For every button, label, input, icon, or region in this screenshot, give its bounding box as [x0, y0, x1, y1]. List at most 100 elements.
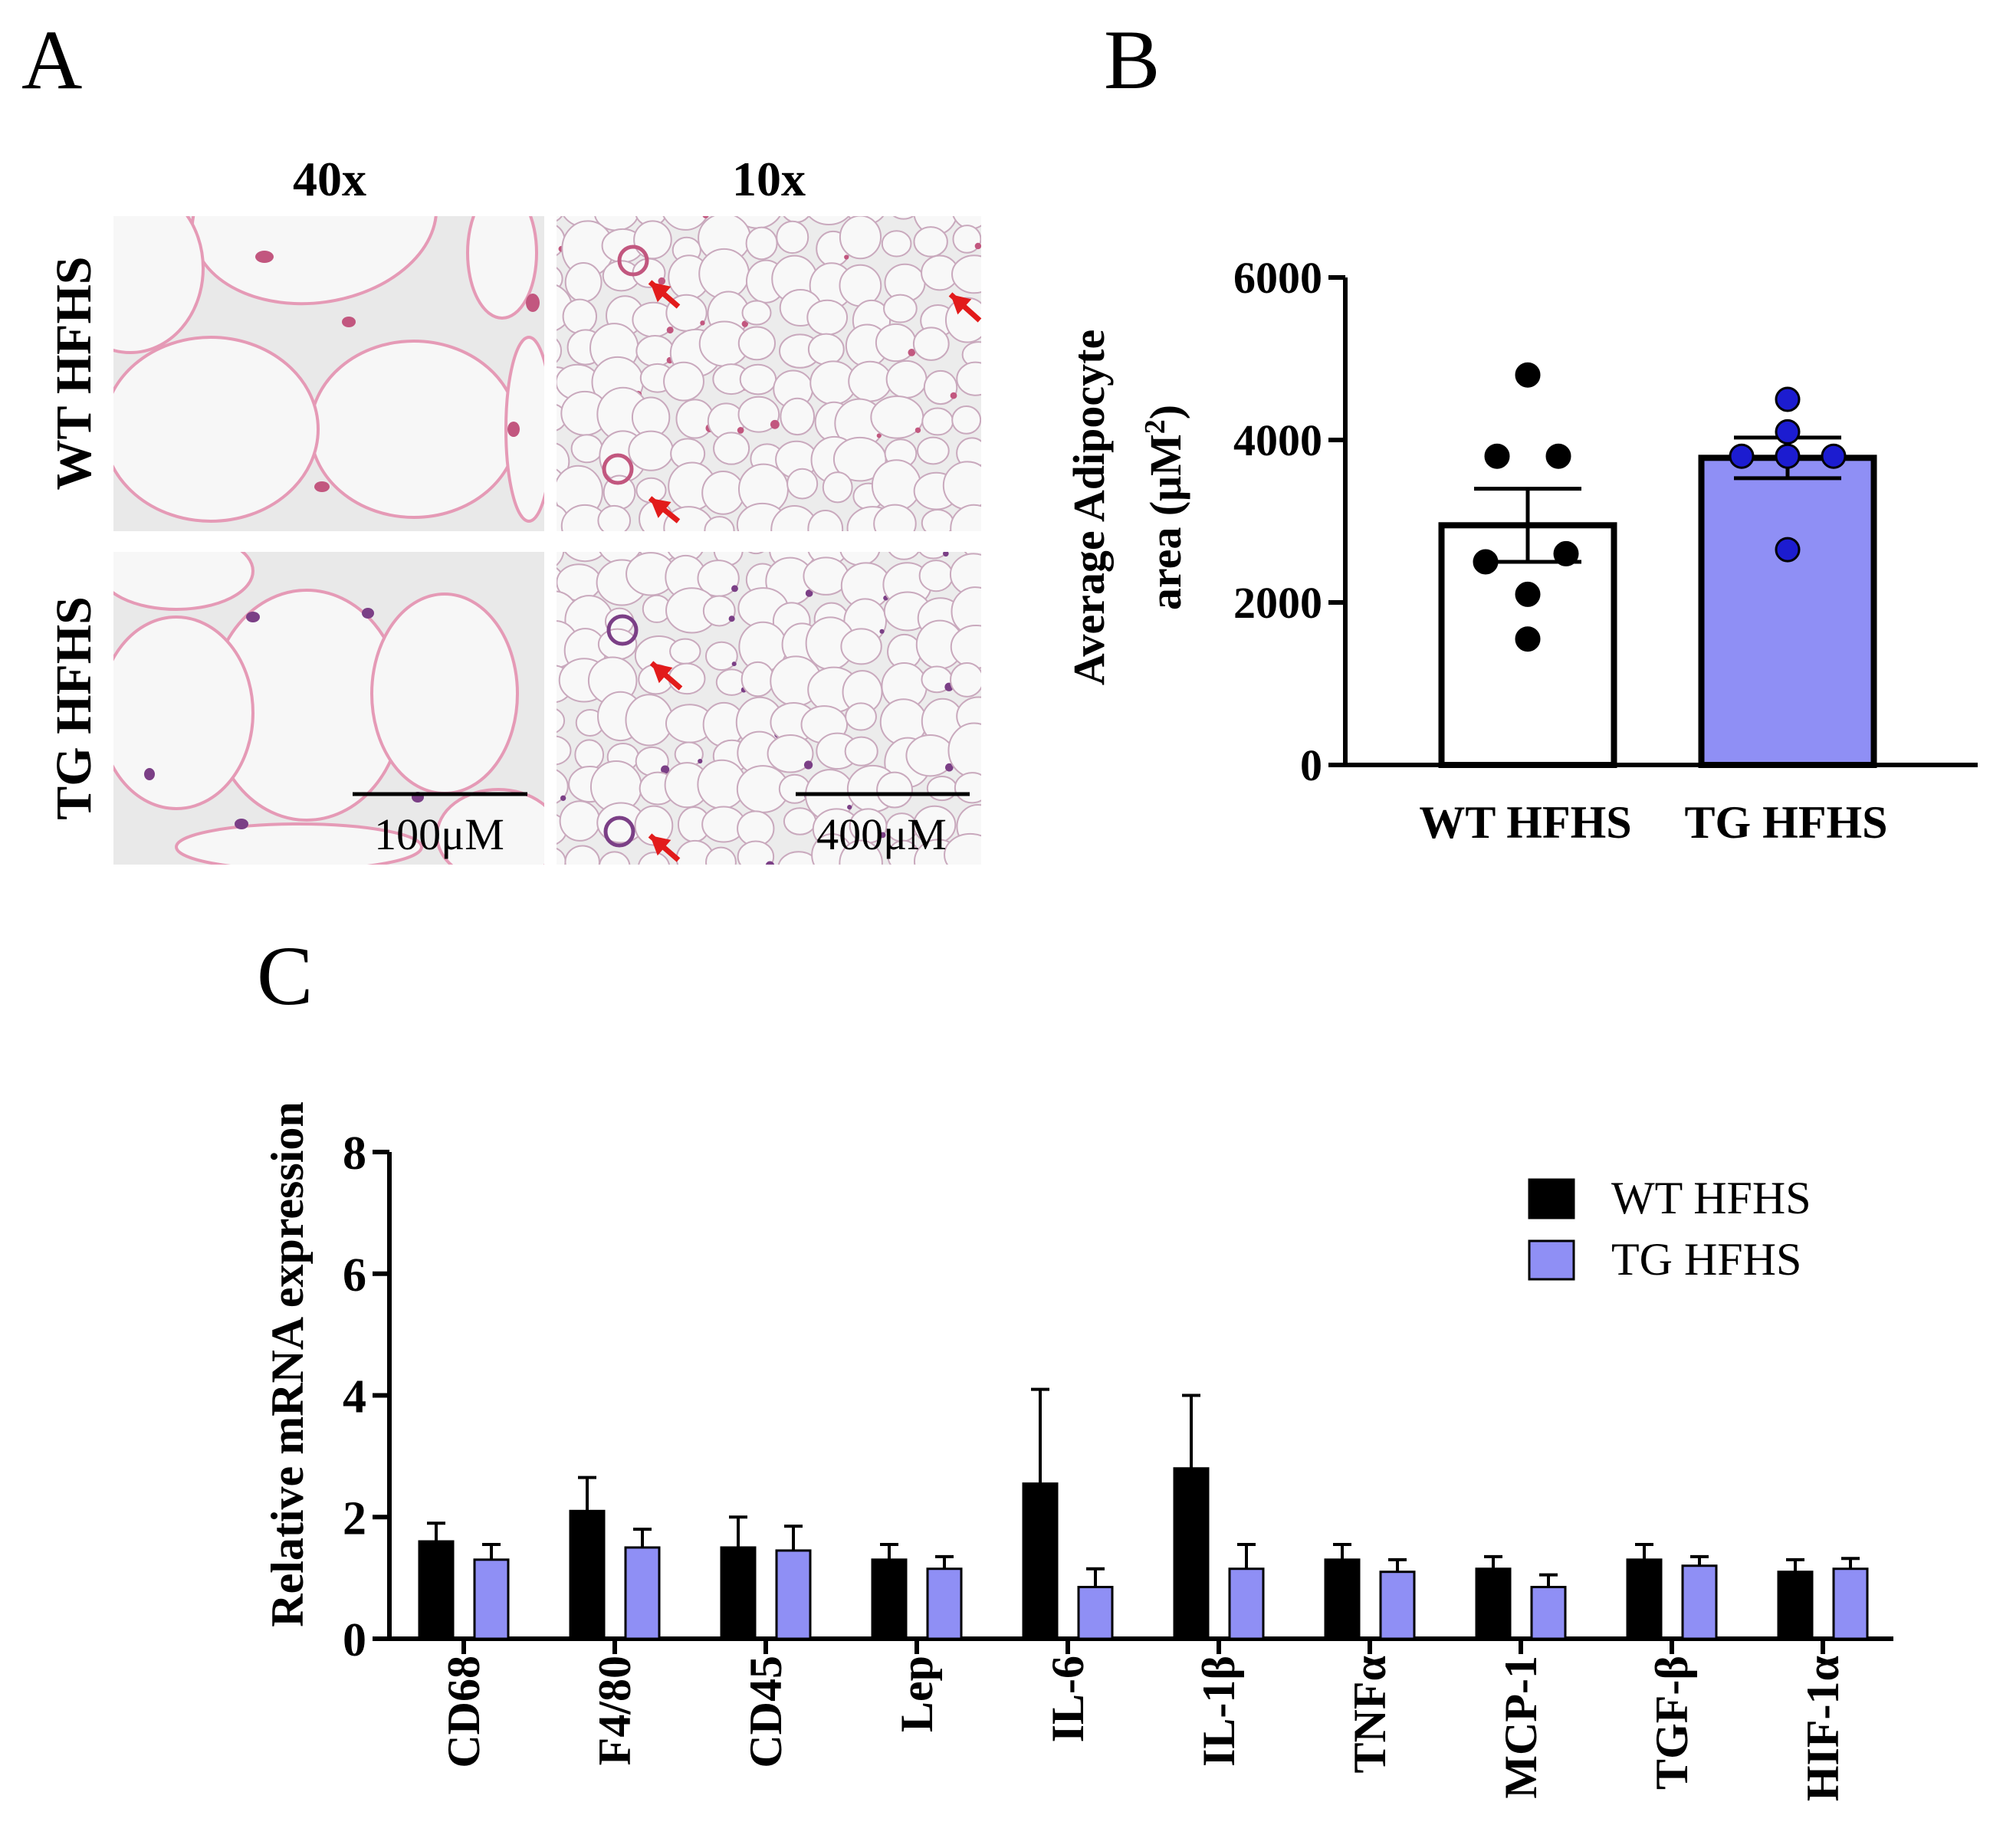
adipocyte-cell — [806, 299, 849, 336]
chart-b-point — [1473, 549, 1499, 575]
chart-c-bar — [624, 1546, 661, 1640]
nucleus-dot — [700, 320, 705, 326]
adipocyte-cell — [881, 230, 912, 258]
nucleus-dot — [990, 759, 999, 767]
adipocyte-cell — [956, 361, 981, 396]
nucleus-dot — [988, 282, 995, 289]
adipocyte-cell — [701, 470, 745, 515]
chart-b-point — [1515, 581, 1541, 607]
adipocyte-cell — [807, 333, 845, 366]
red-arrow-head — [951, 294, 972, 315]
nucleus-dot — [805, 589, 813, 597]
nucleus-dot — [763, 543, 770, 550]
nucleus-dot — [704, 536, 713, 545]
adipocyte-cell — [597, 504, 632, 531]
adipocyte-cell — [888, 552, 920, 560]
chart-c-bar — [926, 1567, 963, 1640]
chart-b-bar — [1698, 455, 1877, 768]
adipocyte-cell — [918, 552, 948, 560]
nucleus-dot — [702, 216, 709, 218]
chart-b-point — [1515, 626, 1541, 652]
nucleus-dot — [992, 724, 1000, 731]
nucleus-dot — [661, 765, 670, 774]
chart-c-xtick-label: Lep — [891, 1656, 942, 1732]
chart-c-ytick-label: 0 — [343, 1614, 366, 1666]
chart-c-bar — [569, 1509, 606, 1640]
red-arrow-head — [650, 835, 671, 856]
chart-c-bar — [1626, 1558, 1663, 1640]
adipocyte-cell — [844, 736, 878, 766]
adipocyte-cell — [698, 248, 750, 300]
chart-c-bar — [1022, 1482, 1059, 1640]
row-header-wt: WT HFHS — [46, 256, 102, 490]
adipocyte-cell — [944, 297, 981, 343]
nucleus-dot — [908, 349, 916, 356]
chart-c-bar — [1475, 1567, 1512, 1640]
adipocyte-cell — [783, 807, 817, 835]
adipocyte-cell — [883, 294, 918, 323]
crown-like-structure — [603, 816, 635, 848]
adipocyte-cell — [786, 468, 819, 500]
adipocyte-cell — [870, 395, 924, 439]
nucleus-dot — [943, 552, 949, 557]
chart-b-xtick-label: WT HFHS — [1419, 797, 1631, 848]
chart-c-bar — [473, 1558, 510, 1640]
panel-c-letter: C — [257, 929, 313, 1022]
adipocyte-cell — [574, 739, 605, 770]
chart-c-xtick-label: IL-6 — [1043, 1656, 1093, 1742]
chart-b-point — [1775, 443, 1801, 469]
adipocyte-cell — [780, 397, 816, 436]
chart-c-bar — [1530, 1586, 1567, 1640]
col-header-10x: 10x — [732, 152, 806, 206]
chart-c-bar — [1228, 1567, 1265, 1640]
adipocyte-cell — [557, 735, 572, 766]
nucleus-dot — [981, 458, 986, 463]
adipocyte-cell — [839, 216, 882, 260]
nucleus-dot — [770, 419, 780, 429]
scale-label-100: 100μM — [374, 809, 504, 859]
chart-c-xtick-label: CD68 — [438, 1656, 489, 1768]
adipocyte-cell — [704, 516, 735, 531]
adipocyte-cell — [628, 430, 674, 471]
nucleus-dot — [658, 277, 666, 285]
adipocyte-cell — [737, 396, 780, 433]
adipocyte-cell — [776, 220, 809, 254]
adipocyte-cell — [713, 432, 750, 465]
adipocyte-cell — [923, 369, 958, 405]
adipocyte-cell — [840, 628, 882, 665]
chart-c-bar — [418, 1540, 455, 1640]
chart-b-point — [1545, 443, 1571, 469]
chart-b-ytick-label: 6000 — [1233, 253, 1322, 303]
panel-a-letter: A — [21, 13, 82, 107]
chart-c-bar — [1777, 1571, 1814, 1640]
adipocyte-cell — [557, 216, 563, 222]
chart-b-point — [1775, 419, 1801, 445]
adipocyte-cell — [557, 552, 565, 566]
chart-c-bar — [720, 1546, 757, 1640]
nucleus-dot — [876, 433, 882, 438]
adipocyte-cell — [921, 407, 954, 436]
nucleus-dot — [811, 875, 819, 882]
chart-b-ylabel-line2: area (μM2) — [1139, 405, 1190, 610]
adipocyte-cell — [950, 624, 981, 669]
adipocyte-cell — [625, 694, 674, 747]
nucleus-dot — [879, 832, 886, 839]
panel-b-letter: B — [1104, 13, 1160, 107]
chart-c-ytick-label: 2 — [343, 1492, 366, 1544]
adipocyte-cell — [747, 552, 764, 555]
nucleus-dot — [844, 254, 849, 260]
crown-like-structure — [617, 245, 649, 277]
adipocyte-cell — [599, 851, 631, 865]
adipocyte-cell — [808, 216, 850, 226]
adipocyte-cell — [570, 434, 603, 464]
adipocyte-cell — [871, 459, 921, 512]
adipocyte-cell — [839, 839, 883, 865]
adipocyte-cell — [668, 662, 706, 695]
micrograph-wt-10x — [557, 216, 995, 545]
chart-c-xtick-label: HIF-1α — [1798, 1656, 1848, 1801]
adipocyte-cell — [839, 552, 881, 566]
adipocyte-cell — [822, 471, 853, 504]
nucleus-dot — [983, 494, 989, 500]
chart-c-bar — [1324, 1558, 1361, 1640]
nucleus-dot — [989, 583, 995, 589]
